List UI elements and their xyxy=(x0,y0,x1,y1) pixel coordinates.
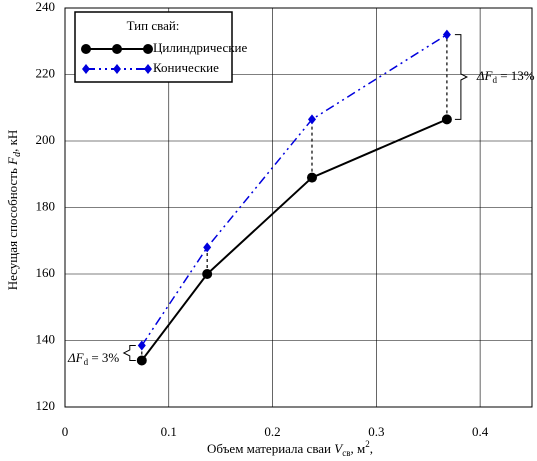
x-tick-label: 0.2 xyxy=(264,424,280,439)
point xyxy=(306,172,317,183)
y-tick-label: 240 xyxy=(36,0,56,14)
x-tick-label: 0.1 xyxy=(161,424,177,439)
annotation: ΔFd = 3% xyxy=(67,350,119,367)
x-tick-label: 0.4 xyxy=(472,424,489,439)
annotation-part: d xyxy=(84,357,89,367)
point xyxy=(307,114,316,125)
y-tick-label: 140 xyxy=(36,331,56,346)
annotation-part: = 3% xyxy=(88,350,119,365)
legend-label: Цилиндрические xyxy=(153,40,247,55)
bracket xyxy=(122,344,136,361)
annotation-part: ΔF xyxy=(476,68,494,83)
y-tick-label: 120 xyxy=(36,398,56,413)
legend-title: Тип свай: xyxy=(127,18,180,33)
y-tick-label: 180 xyxy=(36,198,56,213)
y-axis-label: Несущая способность Fd, кН xyxy=(5,130,23,291)
legend: Тип свай: Цилиндрические Конические xyxy=(74,11,247,83)
point xyxy=(442,29,451,40)
legend-marker xyxy=(81,44,91,54)
annotation-part: ΔF xyxy=(67,350,85,365)
series-line xyxy=(141,33,448,346)
point xyxy=(203,242,212,253)
legend-box xyxy=(74,11,233,83)
bracket xyxy=(454,34,469,120)
series-line xyxy=(140,118,448,362)
y-tick-label: 200 xyxy=(36,132,56,147)
legend-marker xyxy=(82,64,90,74)
y-tick-label: 220 xyxy=(36,65,56,80)
y-tick-label: 160 xyxy=(36,265,56,280)
legend-marker xyxy=(143,44,153,54)
point xyxy=(202,269,213,279)
annotation-part: = 13% xyxy=(497,68,535,83)
annotation-part: d xyxy=(492,75,497,85)
legend-label: Конические xyxy=(153,60,219,75)
legend-marker xyxy=(112,44,122,54)
legend-marker xyxy=(144,64,152,74)
point xyxy=(137,340,146,351)
x-axis-label: Объем материала сваи Vсв, м2, xyxy=(207,439,373,458)
point xyxy=(441,114,452,125)
x-tick-label: 0 xyxy=(62,424,69,439)
annotation: ΔFd = 13% xyxy=(476,68,535,85)
point xyxy=(136,355,147,366)
legend-marker xyxy=(113,64,121,74)
x-tick-label: 0.3 xyxy=(368,424,384,439)
